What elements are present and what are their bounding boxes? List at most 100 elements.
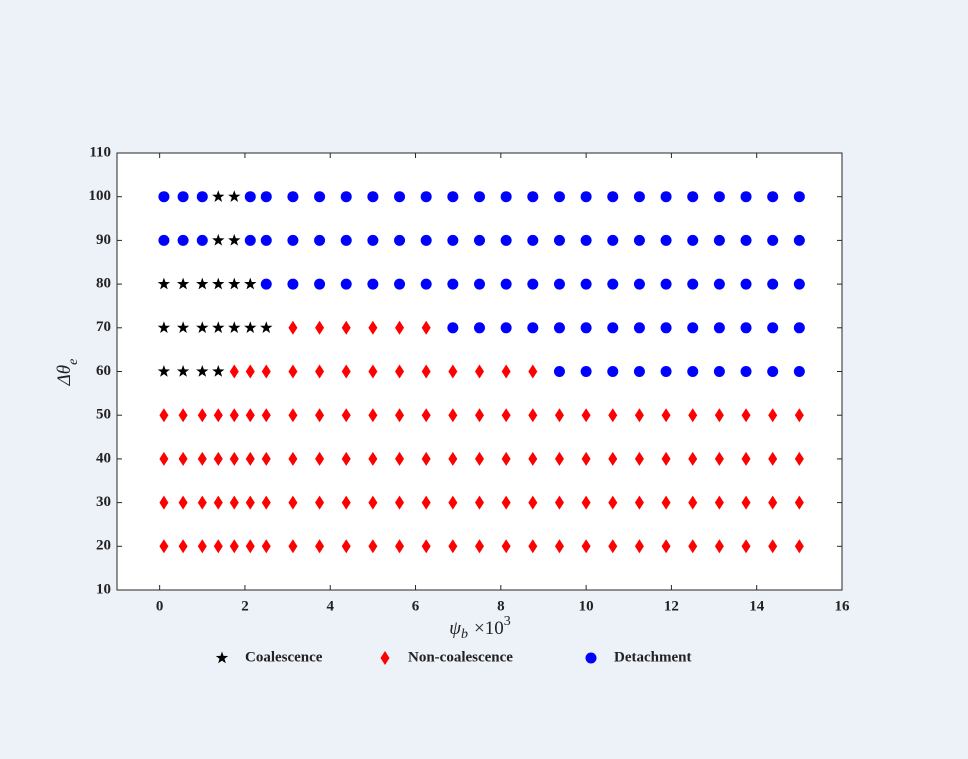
diamond-marker bbox=[581, 539, 591, 554]
diamond-marker bbox=[448, 408, 458, 423]
diamond-marker bbox=[368, 539, 378, 554]
circle-marker bbox=[687, 322, 699, 334]
diamond-marker bbox=[315, 451, 325, 466]
y-tick-label: 50 bbox=[96, 407, 111, 423]
diamond-marker bbox=[395, 539, 405, 554]
circle-marker bbox=[474, 278, 485, 290]
diamond-marker bbox=[368, 451, 378, 466]
diamond-marker bbox=[634, 451, 644, 466]
circle-marker bbox=[740, 366, 752, 377]
y-tick-label: 90 bbox=[96, 232, 111, 248]
diamond-marker bbox=[741, 408, 751, 423]
star-marker bbox=[228, 321, 241, 334]
diamond-marker bbox=[159, 495, 169, 510]
diamond-marker bbox=[421, 408, 431, 423]
y-tick-label: 60 bbox=[96, 363, 111, 379]
diamond-marker bbox=[714, 451, 724, 466]
circle-marker bbox=[687, 278, 699, 290]
diamond-marker bbox=[448, 364, 458, 379]
diamond-marker bbox=[688, 495, 698, 510]
diamond-marker bbox=[475, 364, 484, 379]
diamond-marker bbox=[661, 408, 671, 423]
diamond-marker bbox=[554, 539, 564, 554]
x-tick-label: 10 bbox=[579, 598, 594, 614]
circle-marker bbox=[447, 191, 459, 203]
circle-marker bbox=[394, 191, 406, 203]
diamond-marker bbox=[261, 408, 271, 423]
diamond-marker bbox=[159, 539, 169, 554]
x-tick-label: 4 bbox=[326, 598, 334, 614]
circle-marker bbox=[660, 234, 672, 246]
star-marker bbox=[176, 321, 190, 334]
circle-marker bbox=[633, 278, 645, 290]
circle-marker bbox=[713, 234, 725, 246]
legend-label: Coalescence bbox=[245, 649, 323, 665]
diamond-marker bbox=[178, 451, 188, 466]
diamond-marker bbox=[714, 408, 724, 423]
circle-marker bbox=[287, 191, 299, 203]
y-tick-label: 100 bbox=[89, 188, 112, 204]
circle-marker bbox=[713, 191, 725, 203]
circle-marker bbox=[687, 234, 699, 246]
circle-marker bbox=[500, 191, 512, 203]
diamond-marker bbox=[261, 495, 271, 510]
diamond-marker bbox=[315, 364, 325, 379]
circle-marker bbox=[394, 234, 406, 246]
circle-marker bbox=[793, 322, 805, 334]
circle-marker bbox=[740, 234, 752, 246]
circle-marker bbox=[607, 278, 619, 290]
diamond-marker bbox=[213, 495, 223, 510]
diamond-marker bbox=[213, 539, 223, 554]
circle-marker bbox=[553, 322, 565, 334]
diamond-marker bbox=[688, 408, 698, 423]
diamond-marker bbox=[475, 408, 484, 423]
x-tick-label: 2 bbox=[241, 598, 249, 614]
diamond-marker bbox=[341, 408, 351, 423]
y-tick-label: 10 bbox=[96, 581, 111, 597]
circle-marker bbox=[500, 278, 512, 290]
circle-marker bbox=[633, 366, 645, 377]
diamond-marker bbox=[197, 539, 207, 554]
y-tick-label: 70 bbox=[96, 319, 111, 335]
circle-marker bbox=[196, 234, 208, 246]
diamond-marker bbox=[421, 495, 431, 510]
diamond-marker bbox=[608, 451, 618, 466]
circle-marker bbox=[340, 234, 352, 246]
star-marker bbox=[212, 365, 225, 377]
circle-marker bbox=[420, 191, 432, 203]
circle-marker bbox=[340, 278, 352, 290]
star-marker bbox=[244, 321, 257, 334]
star-marker bbox=[215, 651, 229, 664]
diamond-marker bbox=[229, 495, 239, 510]
star-marker bbox=[228, 277, 241, 290]
circle-marker bbox=[447, 234, 459, 246]
diamond-marker bbox=[554, 451, 564, 466]
circle-marker bbox=[553, 366, 565, 377]
diamond-marker bbox=[688, 539, 698, 554]
circle-marker bbox=[474, 191, 485, 203]
circle-marker bbox=[607, 191, 619, 203]
diamond-marker bbox=[395, 451, 405, 466]
circle-marker bbox=[474, 234, 485, 246]
diamond-marker bbox=[421, 539, 431, 554]
circle-marker bbox=[177, 234, 189, 246]
circle-marker bbox=[607, 322, 619, 334]
diamond-marker bbox=[528, 364, 538, 379]
diamond-marker bbox=[501, 495, 511, 510]
circle-marker bbox=[527, 278, 539, 290]
diamond-marker bbox=[288, 539, 298, 554]
diamond-marker bbox=[288, 320, 298, 335]
x-label-exponent: 3 bbox=[504, 614, 511, 629]
circle-marker bbox=[527, 191, 539, 203]
diamond-marker bbox=[501, 451, 511, 466]
diamond-marker bbox=[245, 495, 255, 510]
star-marker bbox=[212, 321, 225, 334]
star-marker bbox=[157, 321, 171, 334]
circle-marker bbox=[314, 191, 326, 203]
diamond-marker bbox=[501, 408, 511, 423]
circle-marker bbox=[793, 191, 805, 203]
circle-marker bbox=[367, 234, 379, 246]
circle-marker bbox=[713, 366, 725, 377]
diamond-marker bbox=[794, 451, 804, 466]
star-marker bbox=[228, 233, 241, 246]
